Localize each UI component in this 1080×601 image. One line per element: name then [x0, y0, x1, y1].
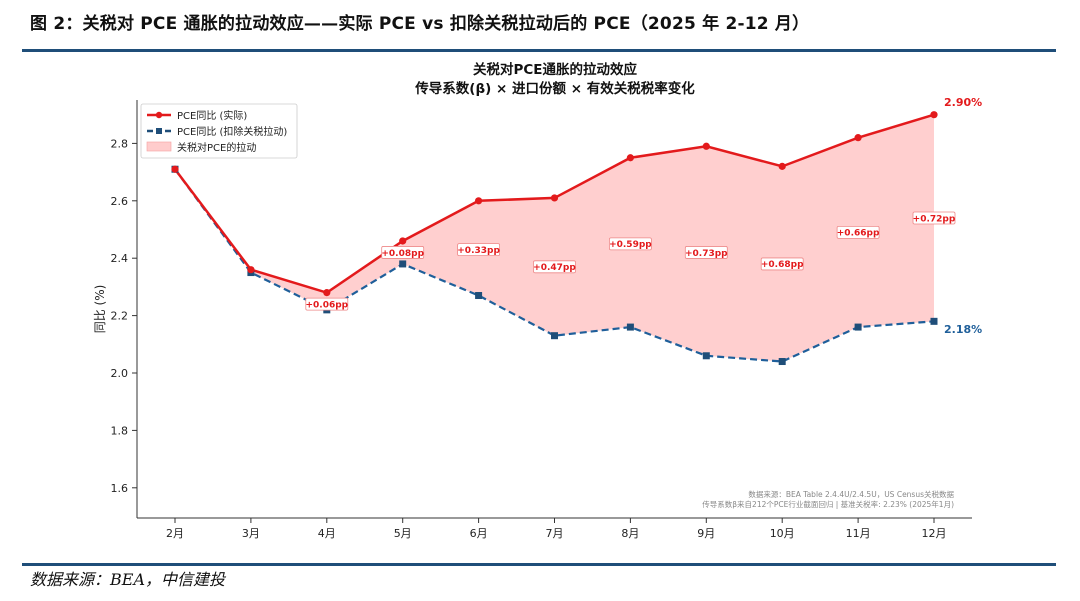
- diff-label: +0.68pp: [761, 260, 804, 270]
- point-ex-tariff: [930, 317, 938, 325]
- point-actual: [247, 266, 255, 274]
- legend-swatch-fill: [146, 141, 172, 152]
- legend: PCE同比 (实际) PCE同比 (扣除关税拉动) 关税对PCE的拉动: [140, 103, 298, 159]
- diff-label-box: [457, 243, 501, 256]
- x-tick-label: 12月: [922, 527, 947, 540]
- end-label-ex-tariff: 2.18%: [944, 323, 982, 336]
- point-ex-tariff: [551, 332, 558, 340]
- diff-label: +0.59pp: [609, 240, 652, 250]
- top-divider: [22, 49, 1056, 52]
- diff-label-box: [760, 257, 804, 271]
- point-actual: [778, 162, 786, 170]
- legend-label-actual: PCE同比 (实际): [177, 109, 247, 122]
- diff-label: +0.47pp: [533, 263, 576, 273]
- y-tick-label: 2.8: [111, 137, 129, 150]
- x-tick-label: 2月: [166, 527, 184, 540]
- tariff-contribution-area: [175, 114, 934, 362]
- point-actual: [550, 194, 559, 202]
- series-line-ex-tariff: [174, 168, 935, 363]
- x-tick-label: 3月: [242, 527, 260, 540]
- legend-marker-actual: [155, 111, 163, 119]
- point-actual: [854, 134, 862, 142]
- point-ex-tariff: [778, 358, 786, 366]
- legend-label-ex-tariff: PCE同比 (扣除关税拉动): [177, 125, 287, 138]
- x-tick-label: 10月: [770, 527, 795, 540]
- x-tick-label: 7月: [546, 527, 564, 540]
- point-actual: [702, 142, 710, 150]
- point-ex-tariff: [854, 323, 862, 331]
- point-actual: [399, 237, 407, 245]
- figure-title: 图 2：关税对 PCE 通胀的拉动效应——实际 PCE vs 扣除关税拉动后的 …: [30, 14, 810, 34]
- x-tick-label: 11月: [846, 527, 871, 540]
- x-tick-label: 9月: [697, 527, 715, 540]
- x-tick-label: 8月: [621, 527, 639, 540]
- y-axis-label: 同比 (%): [93, 285, 107, 334]
- end-label-actual: 2.90%: [944, 96, 982, 109]
- y-tick-label: 2.6: [111, 195, 129, 208]
- diff-label: +0.66pp: [837, 229, 880, 239]
- x-tick-label: 6月: [470, 527, 488, 540]
- y-tick-label: 2.4: [111, 252, 129, 265]
- point-actual: [626, 154, 635, 162]
- chart-title-line1: 关税对PCE通胀的拉动效应: [473, 61, 638, 78]
- y-tick-label: 1.6: [111, 482, 129, 495]
- diff-label: +0.08pp: [381, 249, 424, 259]
- diff-label-box: [609, 237, 652, 251]
- legend-marker-ex-tariff: [156, 128, 162, 134]
- diff-label: +0.73pp: [685, 249, 728, 259]
- point-actual: [930, 111, 938, 119]
- point-actual: [323, 289, 331, 297]
- y-tick-label: 2.2: [111, 310, 129, 323]
- x-tick-label: 4月: [318, 527, 336, 540]
- diff-label: +0.06pp: [305, 300, 348, 310]
- diff-label: +0.33pp: [457, 246, 500, 256]
- y-tick-label: 2.0: [111, 367, 129, 380]
- chart-note-method: 传导系数β来自212个PCE行业截面回归 | 基准关税率: 2.23% (202…: [702, 499, 954, 509]
- source-note: 数据来源：BEA，中信建投: [30, 570, 225, 589]
- diff-label-box: [836, 225, 880, 239]
- chart-note-source: 数据来源：BEA Table 2.4.4U/2.4.5U，US Census关税…: [748, 489, 954, 499]
- diff-label-box: [533, 260, 576, 274]
- bottom-divider: [22, 563, 1056, 566]
- y-tick-label: 1.8: [111, 424, 129, 437]
- x-tick-label: 5月: [394, 527, 412, 540]
- legend-box: [140, 103, 298, 159]
- point-actual: [171, 165, 179, 173]
- diff-label-box: [912, 211, 956, 225]
- chart-title-line2: 传导系数(β) × 进口份额 × 有效关税税率变化: [414, 80, 695, 97]
- point-ex-tariff: [626, 323, 634, 331]
- point-ex-tariff: [475, 292, 483, 300]
- legend-label-fill: 关税对PCE的拉动: [177, 141, 256, 154]
- point-actual: [475, 197, 483, 205]
- point-ex-tariff: [399, 260, 407, 268]
- diff-label-box: [381, 246, 425, 259]
- diff-label-box: [305, 297, 349, 311]
- diff-label: +0.72pp: [913, 214, 956, 224]
- point-ex-tariff: [702, 352, 710, 360]
- diff-label-box: [684, 246, 728, 259]
